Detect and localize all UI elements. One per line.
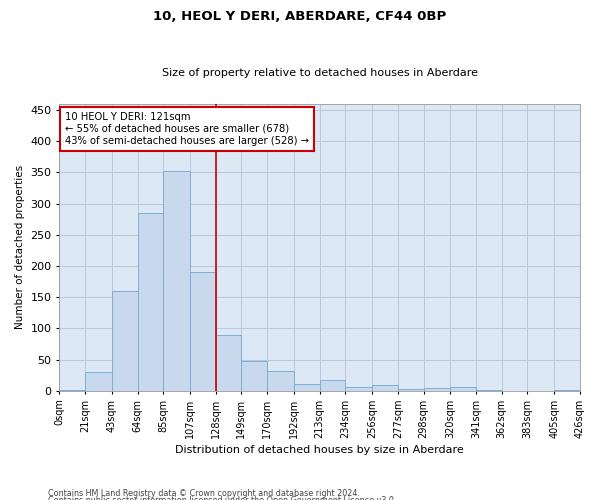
Bar: [294, 384, 320, 391]
Text: 10 HEOL Y DERI: 121sqm
← 55% of detached houses are smaller (678)
43% of semi-de: 10 HEOL Y DERI: 121sqm ← 55% of detached…: [65, 112, 308, 146]
Bar: [112, 291, 137, 391]
Bar: [424, 388, 451, 391]
Bar: [346, 387, 372, 391]
Bar: [398, 389, 424, 391]
Y-axis label: Number of detached properties: Number of detached properties: [15, 166, 25, 330]
Text: Contains public sector information licensed under the Open Government Licence v3: Contains public sector information licen…: [48, 496, 397, 500]
Bar: [137, 213, 163, 391]
Bar: [190, 272, 216, 391]
Bar: [372, 384, 398, 391]
Bar: [451, 387, 476, 391]
Text: Contains HM Land Registry data © Crown copyright and database right 2024.: Contains HM Land Registry data © Crown c…: [48, 488, 360, 498]
Title: Size of property relative to detached houses in Aberdare: Size of property relative to detached ho…: [161, 68, 478, 78]
Bar: [267, 371, 294, 391]
Bar: [85, 372, 112, 391]
Bar: [554, 390, 580, 391]
Bar: [241, 361, 267, 391]
Bar: [59, 390, 85, 391]
Bar: [476, 390, 502, 391]
X-axis label: Distribution of detached houses by size in Aberdare: Distribution of detached houses by size …: [175, 445, 464, 455]
Bar: [320, 380, 346, 391]
Bar: [216, 334, 241, 391]
Bar: [163, 171, 190, 391]
Text: 10, HEOL Y DERI, ABERDARE, CF44 0BP: 10, HEOL Y DERI, ABERDARE, CF44 0BP: [154, 10, 446, 23]
